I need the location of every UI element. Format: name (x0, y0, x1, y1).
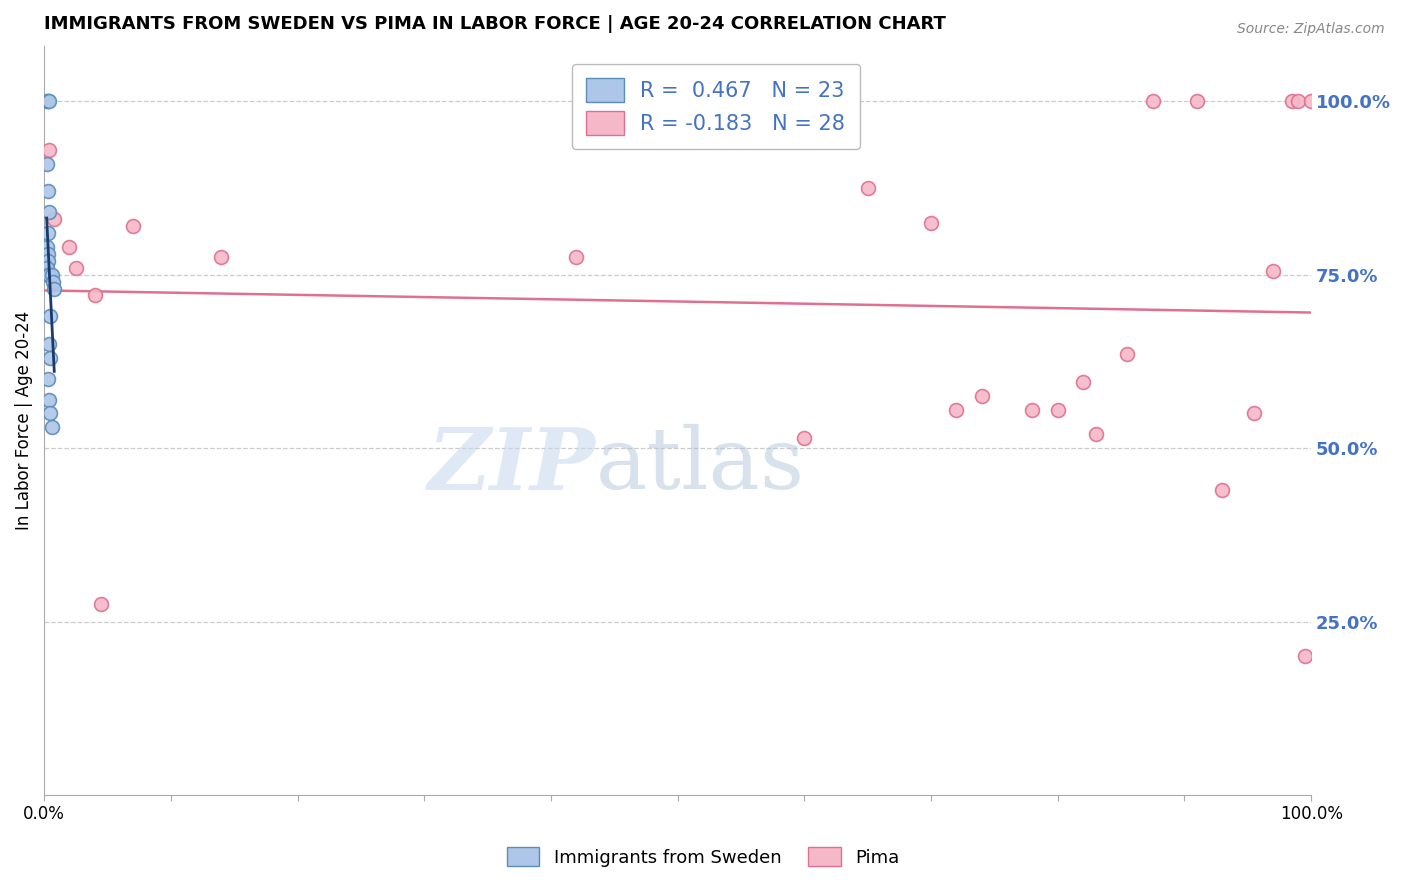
Point (38, 94, 60, 108)
Text: IMMIGRANTS FROM SWEDEN VS PIMA IN LABOR FORCE | AGE 20-24 CORRELATION CHART: IMMIGRANTS FROM SWEDEN VS PIMA IN LABOR … (44, 15, 946, 33)
Text: atlas: atlas (595, 424, 804, 507)
Point (1294, 649, 1316, 664)
Point (38, 337, 60, 351)
Point (945, 403, 967, 417)
Legend: Immigrants from Sweden, Pima: Immigrants from Sweden, Pima (499, 840, 907, 874)
Point (1046, 403, 1069, 417)
Point (58, 240, 80, 254)
Point (65, 260, 87, 275)
Point (1116, 347, 1139, 361)
Point (41, 268, 63, 282)
Point (35, 260, 58, 275)
Y-axis label: In Labor Force | Age 20-24: In Labor Force | Age 20-24 (15, 310, 32, 530)
Point (565, 250, 588, 264)
Point (1021, 403, 1043, 417)
Point (41, 420, 63, 434)
Point (856, 181, 879, 195)
Point (35, 156, 58, 170)
Point (1185, 94, 1208, 108)
Point (39, 310, 62, 324)
Legend: R =  0.467   N = 23, R = -0.183   N = 28: R = 0.467 N = 23, R = -0.183 N = 28 (571, 63, 859, 149)
Point (1281, 94, 1303, 108)
Point (83, 288, 105, 302)
Point (37, 185, 59, 199)
Point (38, 205, 60, 219)
Point (38, 143, 60, 157)
Point (211, 250, 233, 264)
Point (970, 389, 993, 403)
Point (121, 219, 143, 233)
Point (1261, 264, 1284, 278)
Point (1084, 427, 1107, 442)
Point (39, 351, 62, 365)
Point (1211, 483, 1233, 497)
Point (920, 216, 942, 230)
Point (38, 392, 60, 407)
Point (90, 597, 112, 611)
Point (42, 275, 65, 289)
Point (35, 240, 58, 254)
Point (37, 94, 59, 108)
Point (35, 94, 58, 108)
Text: Source: ZipAtlas.com: Source: ZipAtlas.com (1237, 22, 1385, 37)
Point (1142, 94, 1164, 108)
Text: ZIP: ZIP (427, 424, 595, 507)
Point (1071, 375, 1094, 389)
Point (1301, 94, 1323, 108)
Point (39, 406, 62, 420)
Point (44, 212, 66, 227)
Point (37, 247, 59, 261)
Point (37, 226, 59, 240)
Point (1243, 406, 1265, 420)
Point (793, 431, 815, 445)
Point (37, 253, 59, 268)
Point (1288, 94, 1310, 108)
Point (44, 281, 66, 295)
Point (37, 268, 59, 282)
Point (38, 268, 60, 282)
Point (37, 372, 59, 386)
